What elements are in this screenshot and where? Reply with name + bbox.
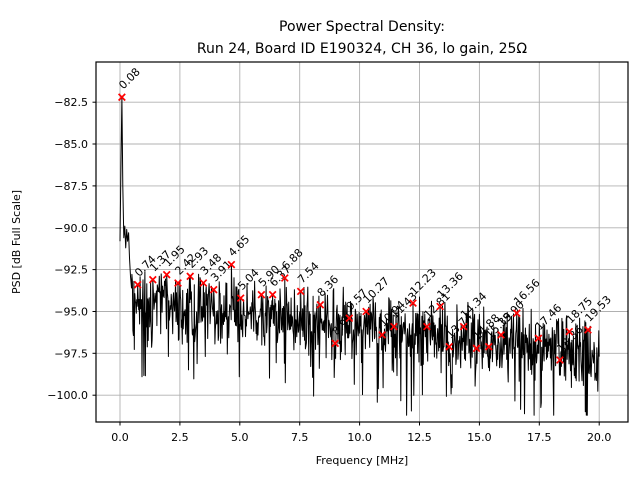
y-tick-label: −95.0 xyxy=(54,306,88,319)
plot-area: 0.0 2.5 5.0 7.5 10.0 12.5 15.0 17.5 20.0 −82.5 −85… xyxy=(47,61,629,444)
x-tick-label: 10.0 xyxy=(347,431,372,444)
y-tick-label: −82.5 xyxy=(54,96,88,109)
peak-marker xyxy=(331,339,340,348)
y-tick-label: −85.0 xyxy=(54,138,88,151)
peak-frequency-label: 10.27 xyxy=(361,275,392,306)
peak-marker xyxy=(257,290,266,299)
chart-title-line1: Power Spectral Density: xyxy=(279,19,445,35)
peak-frequency-label: 7.54 xyxy=(295,260,322,287)
peak-frequency-label: 6.88 xyxy=(279,246,306,273)
peak-marker xyxy=(378,330,387,339)
peak-marker xyxy=(512,309,521,318)
peak-marker xyxy=(409,299,417,308)
plot-frame xyxy=(95,61,629,423)
y-tick-label: −92.5 xyxy=(54,264,88,277)
peak-marker xyxy=(117,93,126,102)
x-tick-label: 20.0 xyxy=(587,431,612,444)
peak-frequency-label: 17.46 xyxy=(533,301,564,332)
peak-marker xyxy=(445,342,454,351)
peak-marker xyxy=(484,342,493,351)
peak-marker xyxy=(345,314,354,323)
peak-frequency-label: 16.56 xyxy=(511,276,542,307)
peak-marker xyxy=(186,272,195,281)
peak-marker xyxy=(565,327,574,336)
y-tick-label: −97.5 xyxy=(54,347,88,360)
peak-marker xyxy=(422,322,431,331)
peak-marker xyxy=(162,270,171,279)
peak-marker xyxy=(209,285,218,294)
x-tick-label: 15.0 xyxy=(467,431,492,444)
peak-marker xyxy=(296,287,305,296)
peak-frequency-label: 14.34 xyxy=(458,290,489,321)
peak-marker xyxy=(534,334,543,343)
peak-marker xyxy=(236,294,245,303)
peak-marker xyxy=(199,279,208,287)
peak-frequency-label: 4.65 xyxy=(226,233,253,260)
x-tick-label: 17.5 xyxy=(527,431,552,444)
peak-frequency-label: 12.23 xyxy=(407,266,438,297)
peak-marker xyxy=(362,307,371,316)
x-tick-label: 2.5 xyxy=(171,431,189,444)
x-tick-label: 7.5 xyxy=(291,431,309,444)
peak-marker xyxy=(316,300,325,309)
y-tick-label: −90.0 xyxy=(54,222,88,235)
peak-marker xyxy=(584,325,592,334)
chart-title-line2: Run 24, Board ID E190324, CH 36, lo gain… xyxy=(197,41,527,57)
peak-marker xyxy=(227,260,236,269)
peak-marker xyxy=(268,290,277,299)
peak-frequency-label: 13.36 xyxy=(435,270,466,301)
y-axis-label: PSD [dB Full Scale] xyxy=(10,190,23,294)
x-tick-label: 0.0 xyxy=(111,431,129,444)
x-tick-label: 5.0 xyxy=(231,431,249,444)
peak-marker xyxy=(472,344,481,353)
psd-trace xyxy=(119,96,600,416)
peak-marker xyxy=(280,274,289,282)
peak-marker xyxy=(148,275,157,284)
y-tick-label: −100.0 xyxy=(47,389,88,402)
peak-marker xyxy=(133,280,142,289)
peak-marker xyxy=(389,322,398,331)
y-tick-label: −87.5 xyxy=(54,180,88,193)
peak-marker xyxy=(174,279,182,287)
peak-marker xyxy=(459,322,468,331)
peak-marker xyxy=(436,302,445,311)
peak-marker xyxy=(555,356,564,364)
x-axis-label: Frequency [MHz] xyxy=(316,454,408,467)
peak-marker xyxy=(497,330,505,339)
x-tick-label: 12.5 xyxy=(407,431,432,444)
